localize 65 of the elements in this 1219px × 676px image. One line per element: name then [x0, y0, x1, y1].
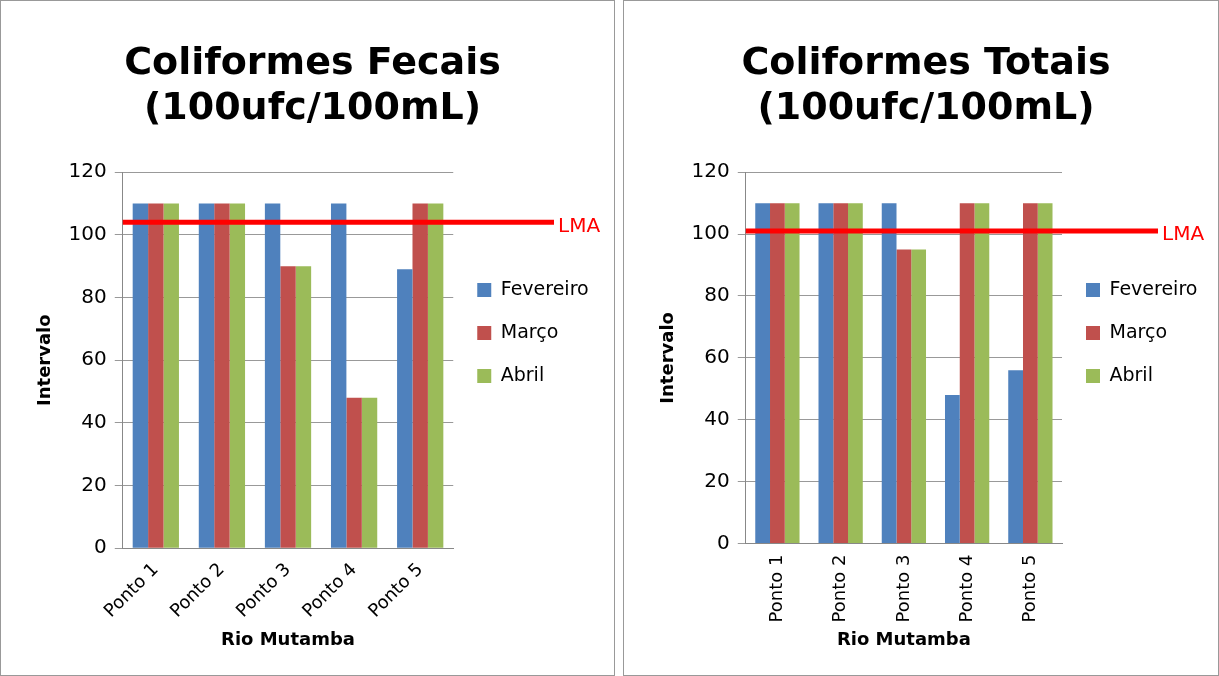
bar	[214, 203, 230, 548]
y-tick-label: 120	[691, 158, 730, 183]
bar	[361, 397, 378, 548]
legend-label: Fevereiro	[500, 276, 589, 299]
x-tick-label: Ponto 2	[828, 554, 850, 623]
y-tick-label: 100	[68, 221, 107, 246]
y-tick-label: 60	[704, 344, 730, 369]
ref-line-label: LMA	[1162, 221, 1205, 246]
legend-label: Março	[1109, 319, 1168, 342]
y-axis-title: Intervalo	[656, 312, 678, 404]
bar	[1008, 370, 1023, 544]
bar	[397, 269, 413, 548]
bar	[264, 203, 281, 548]
y-tick-label: 20	[81, 471, 107, 496]
bar	[945, 394, 960, 544]
x-tick-label: Ponto 1	[765, 554, 787, 623]
text: Coliformes Totais	[741, 38, 1111, 83]
bar	[295, 266, 312, 548]
bar	[848, 203, 863, 544]
legend-label: Abril	[1109, 362, 1153, 385]
bar	[784, 203, 800, 544]
legend-label: Março	[500, 319, 559, 342]
bar	[959, 203, 975, 544]
bar	[330, 203, 347, 548]
x-tick-label: Ponto 5	[1018, 554, 1040, 623]
legend-label: Fevereiro	[1109, 276, 1198, 299]
y-axis-title: Intervalo	[33, 314, 55, 406]
y-tick-label: 120	[68, 158, 107, 183]
bar	[427, 203, 444, 548]
bar	[280, 266, 296, 548]
bar	[1037, 203, 1053, 544]
bar	[770, 203, 785, 544]
y-tick-label: 0	[717, 529, 730, 554]
text: (100ufc/100mL)	[143, 84, 482, 129]
bar	[755, 203, 771, 544]
y-tick-label: 20	[704, 467, 730, 492]
bar	[163, 203, 179, 548]
bar	[911, 249, 927, 544]
bar	[833, 203, 849, 544]
bar	[412, 203, 428, 548]
x-tick-label: Ponto 3	[891, 554, 913, 623]
bar	[346, 397, 362, 548]
bar	[896, 249, 912, 544]
legend-label: Abril	[500, 362, 545, 385]
y-tick-label: 100	[691, 220, 730, 245]
y-tick-label: 60	[81, 346, 107, 371]
text: (100ufc/100mL)	[757, 84, 1095, 129]
bar	[229, 203, 246, 548]
bar	[1023, 203, 1038, 544]
x-axis-title: Rio Mutamba	[836, 627, 971, 649]
bar	[148, 203, 164, 548]
bar	[974, 203, 990, 544]
text: Coliformes Fecais	[124, 38, 501, 83]
x-axis-title: Rio Mutamba	[221, 627, 355, 649]
bar	[132, 203, 149, 548]
bar	[818, 203, 834, 544]
y-tick-label: 0	[94, 534, 107, 559]
y-tick-label: 40	[81, 409, 107, 434]
y-tick-label: 40	[704, 405, 730, 430]
bar	[881, 203, 897, 544]
bar	[198, 203, 215, 548]
y-tick-label: 80	[81, 283, 107, 308]
x-tick-label: Ponto 4	[954, 554, 976, 623]
ref-line-label: LMA	[558, 212, 601, 237]
y-tick-label: 80	[704, 282, 730, 307]
